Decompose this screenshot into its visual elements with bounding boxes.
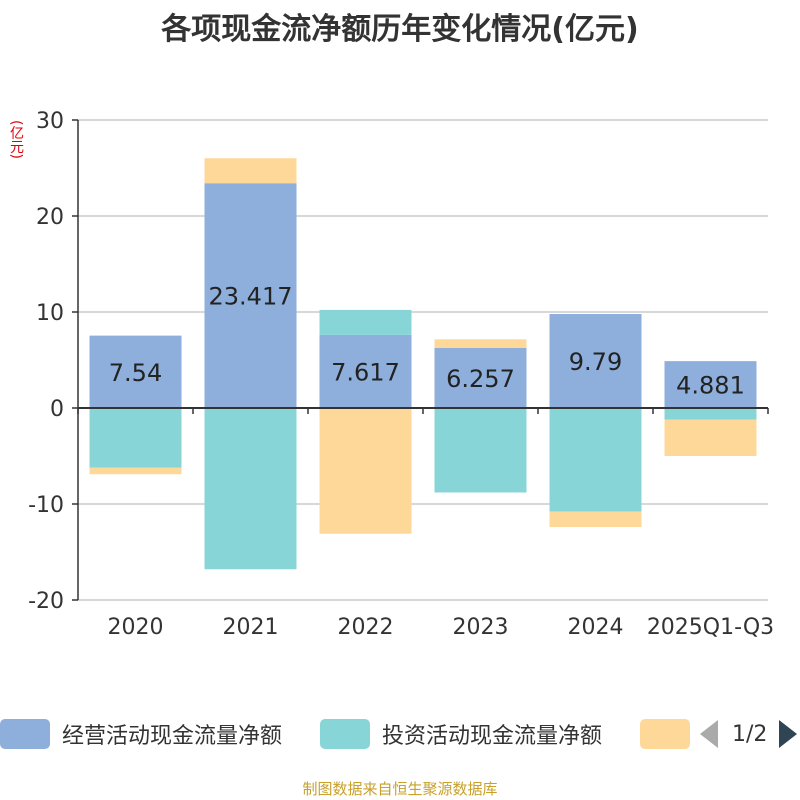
bar-series1-2024 xyxy=(549,408,642,512)
bar-series2-2022 xyxy=(319,408,412,534)
y-tick-label: -10 xyxy=(28,493,64,518)
x-tick-label-2021: 2021 xyxy=(223,615,279,640)
bar-series2-2025Q1-Q3 xyxy=(664,419,757,456)
stacked-bar-chart: 30 20 10 0 -10 -20 7.54 2020 23.417 2021 7.617 2022… xyxy=(28,109,774,640)
legend-swatch-operating xyxy=(0,719,50,749)
legend-item-investing[interactable]: 投资活动现金流量净额 xyxy=(320,712,602,756)
legend-label-operating: 经营活动现金流量净额 xyxy=(62,724,283,749)
legend-swatch-third xyxy=(640,719,690,749)
y-tick-label: 30 xyxy=(36,109,64,134)
chart-title: 各项现金流净额历年变化情况(亿元) xyxy=(161,12,639,47)
bar-series1-2021 xyxy=(204,408,297,570)
bar-series0-2022 xyxy=(319,334,412,408)
data-label-2021: 23.417 xyxy=(209,283,293,311)
bar-series0-2021 xyxy=(204,183,297,408)
bar-series0-2023 xyxy=(434,347,527,408)
bar-series1-2022 xyxy=(319,309,412,335)
bar-series0-2025Q1-Q3 xyxy=(664,361,757,408)
y-tick-label: -20 xyxy=(28,589,64,614)
bar-series0-2020 xyxy=(89,335,182,408)
data-label-2025Q1-Q3: 4.881 xyxy=(676,372,745,400)
bar-series0-2024 xyxy=(549,314,642,408)
legend-pager: 1/2 xyxy=(700,712,798,756)
bar-series2-2020 xyxy=(89,467,182,475)
y-tick-label: 20 xyxy=(36,205,64,230)
data-label-2020: 7.54 xyxy=(109,359,162,387)
bar-series1-2020 xyxy=(89,408,182,468)
x-tick-label-2020: 2020 xyxy=(108,615,164,640)
x-tick-label-2023: 2023 xyxy=(453,615,509,640)
data-label-2024: 9.79 xyxy=(569,348,622,376)
legend-page-indicator: 1/2 xyxy=(732,721,768,747)
legend-item-operating[interactable]: 经营活动现金流量净额 xyxy=(0,712,282,756)
bar-series1-2023 xyxy=(434,408,527,493)
bar-series2-2024 xyxy=(549,511,642,528)
bar-series2-2023 xyxy=(434,339,527,348)
data-label-2022: 7.617 xyxy=(331,358,400,386)
x-tick-label-2024: 2024 xyxy=(568,615,624,640)
y-tick-label: 10 xyxy=(36,301,64,326)
bar-series1-2025Q1-Q3 xyxy=(664,408,757,420)
x-tick-label-2025Q1-Q3: 2025Q1-Q3 xyxy=(647,615,774,640)
legend-label-investing: 投资活动现金流量净额 xyxy=(382,724,603,749)
y-axis-unit-label: (亿元) xyxy=(8,120,24,159)
legend-prev-page-icon[interactable] xyxy=(700,720,718,748)
source-note: 制图数据来自恒生聚源数据库 xyxy=(302,780,498,798)
legend-next-page-icon[interactable] xyxy=(779,720,798,748)
legend-item-third[interactable] xyxy=(640,712,690,756)
data-label-2023: 6.257 xyxy=(446,365,515,393)
legend: 经营活动现金流量净额 投资活动现金流量净额 1/2 xyxy=(0,712,800,756)
bar-series2-2021 xyxy=(204,158,297,184)
legend-swatch-investing xyxy=(320,719,370,749)
y-tick-label: 0 xyxy=(50,397,64,422)
x-tick-label-2022: 2022 xyxy=(338,615,394,640)
